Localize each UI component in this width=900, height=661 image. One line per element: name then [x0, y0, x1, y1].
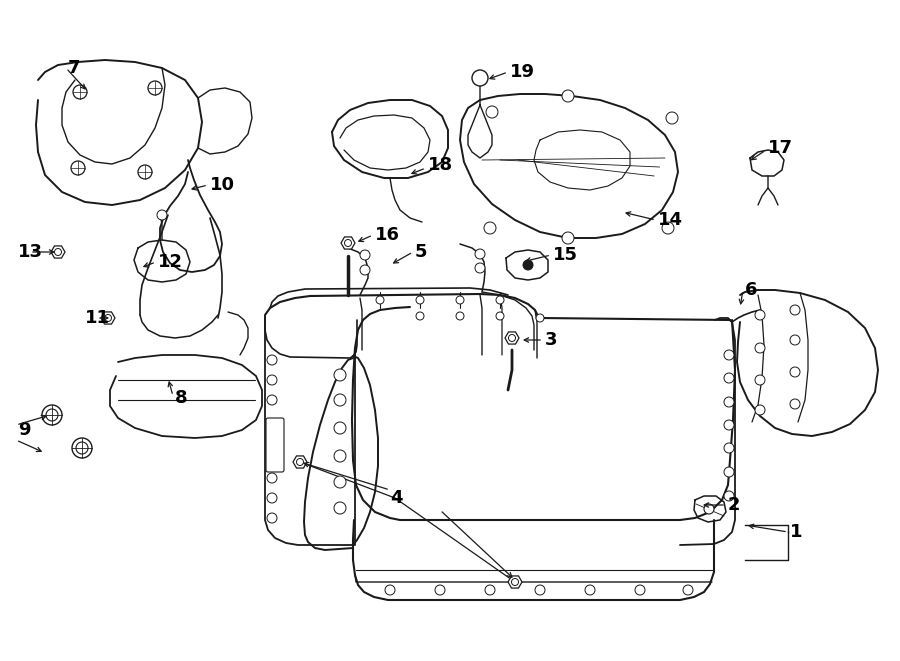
Circle shape [475, 263, 485, 273]
Polygon shape [341, 237, 355, 249]
Circle shape [585, 585, 595, 595]
Polygon shape [508, 576, 522, 588]
Circle shape [267, 375, 277, 385]
Circle shape [724, 443, 734, 453]
Circle shape [267, 513, 277, 523]
Circle shape [55, 249, 61, 256]
Text: 4: 4 [390, 489, 402, 507]
Circle shape [755, 375, 765, 385]
Circle shape [724, 467, 734, 477]
Text: 9: 9 [18, 421, 31, 439]
Circle shape [472, 70, 488, 86]
Polygon shape [51, 246, 65, 258]
Circle shape [416, 296, 424, 304]
Circle shape [475, 249, 485, 259]
Text: 8: 8 [175, 389, 187, 407]
Circle shape [496, 296, 504, 304]
Circle shape [334, 502, 346, 514]
Text: 12: 12 [158, 253, 183, 271]
Text: 3: 3 [545, 331, 557, 349]
Circle shape [704, 504, 714, 514]
Circle shape [724, 373, 734, 383]
Polygon shape [293, 456, 307, 468]
Polygon shape [101, 312, 115, 324]
Text: 10: 10 [210, 176, 235, 194]
Circle shape [456, 296, 464, 304]
Circle shape [724, 397, 734, 407]
Circle shape [296, 459, 303, 465]
Circle shape [71, 161, 85, 175]
Circle shape [755, 343, 765, 353]
Circle shape [360, 265, 370, 275]
Circle shape [485, 585, 495, 595]
Circle shape [562, 232, 574, 244]
Text: 13: 13 [18, 243, 43, 261]
Circle shape [73, 85, 87, 99]
Text: 17: 17 [768, 139, 793, 157]
Circle shape [42, 405, 62, 425]
Circle shape [496, 312, 504, 320]
Circle shape [334, 422, 346, 434]
Text: 5: 5 [415, 243, 428, 261]
Circle shape [666, 112, 678, 124]
FancyBboxPatch shape [266, 418, 284, 472]
Circle shape [683, 585, 693, 595]
Circle shape [523, 260, 533, 270]
Circle shape [46, 409, 58, 421]
Text: 19: 19 [510, 63, 535, 81]
Circle shape [376, 296, 384, 304]
Text: 15: 15 [553, 246, 578, 264]
Circle shape [486, 106, 498, 118]
Circle shape [790, 335, 800, 345]
Text: 11: 11 [85, 309, 110, 327]
Circle shape [104, 315, 112, 321]
Circle shape [76, 442, 88, 454]
Circle shape [334, 394, 346, 406]
Text: 7: 7 [68, 59, 80, 77]
Circle shape [456, 312, 464, 320]
Circle shape [435, 585, 445, 595]
Circle shape [267, 473, 277, 483]
Circle shape [148, 81, 162, 95]
Circle shape [536, 314, 544, 322]
Circle shape [360, 250, 370, 260]
Circle shape [334, 476, 346, 488]
Circle shape [790, 305, 800, 315]
Circle shape [508, 334, 516, 342]
Circle shape [724, 420, 734, 430]
Circle shape [662, 222, 674, 234]
Circle shape [72, 438, 92, 458]
Polygon shape [505, 332, 519, 344]
Circle shape [334, 450, 346, 462]
Circle shape [724, 350, 734, 360]
Circle shape [511, 578, 518, 586]
Circle shape [562, 90, 574, 102]
Circle shape [267, 355, 277, 365]
Circle shape [790, 367, 800, 377]
Circle shape [385, 585, 395, 595]
Text: 2: 2 [728, 496, 741, 514]
Circle shape [790, 399, 800, 409]
Circle shape [535, 585, 545, 595]
Circle shape [635, 585, 645, 595]
Circle shape [267, 395, 277, 405]
Circle shape [267, 493, 277, 503]
Text: 16: 16 [375, 226, 400, 244]
Text: 18: 18 [428, 156, 453, 174]
Circle shape [416, 312, 424, 320]
Text: 1: 1 [790, 523, 803, 541]
Circle shape [138, 165, 152, 179]
Text: 6: 6 [745, 281, 758, 299]
Circle shape [484, 222, 496, 234]
Circle shape [334, 369, 346, 381]
Circle shape [755, 310, 765, 320]
Circle shape [157, 210, 167, 220]
Circle shape [724, 491, 734, 501]
Circle shape [755, 405, 765, 415]
Circle shape [345, 239, 352, 247]
Text: 14: 14 [658, 211, 683, 229]
